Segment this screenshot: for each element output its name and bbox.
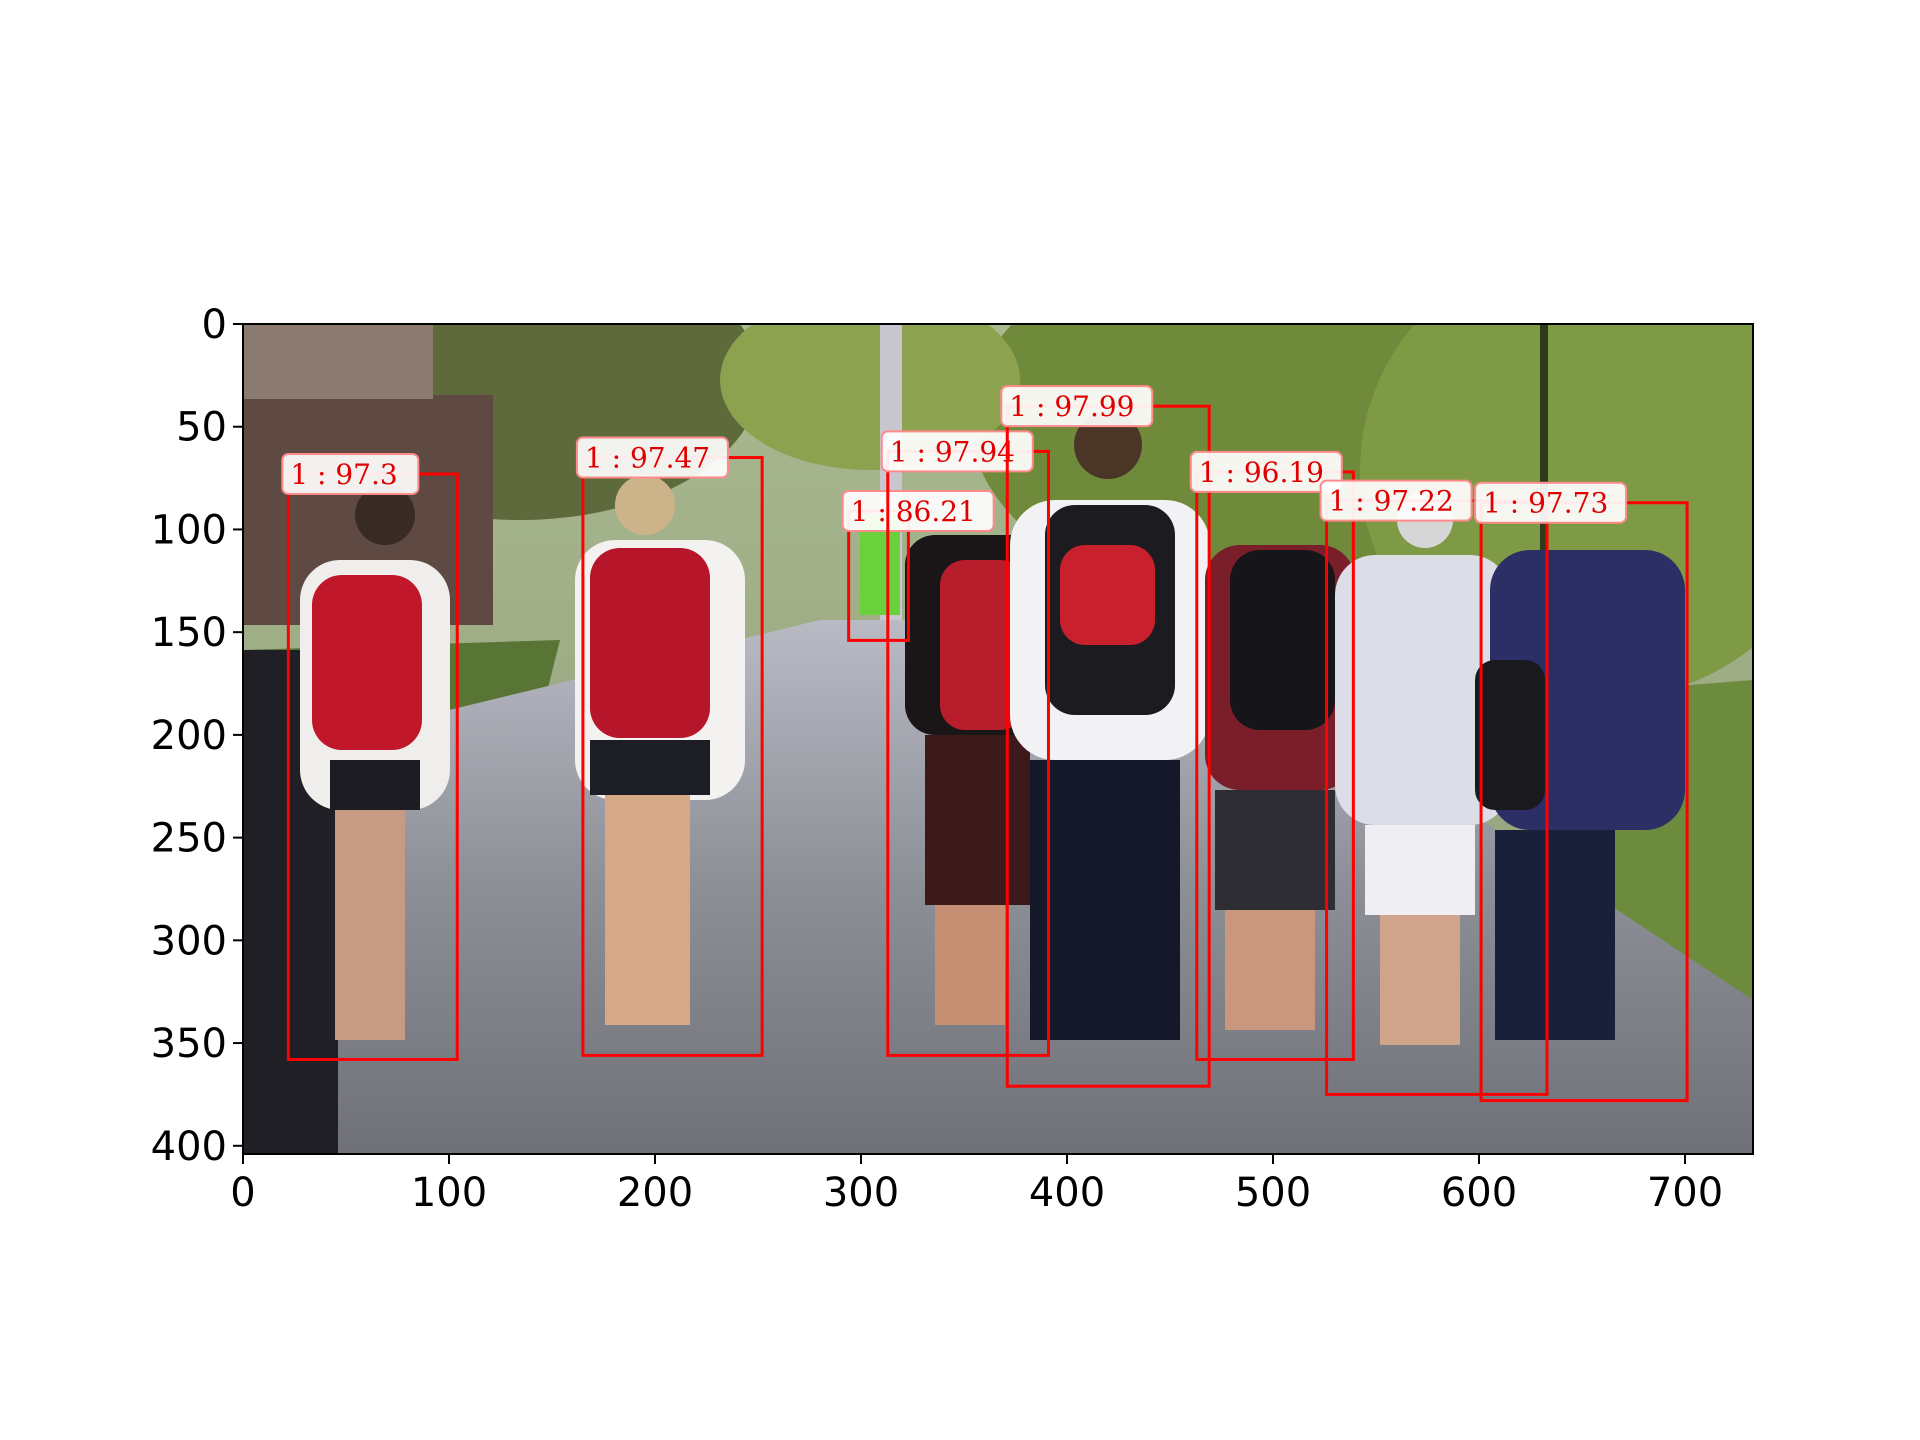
- detection-label: 1 : 86.21: [851, 495, 976, 528]
- x-tick-label: 400: [1029, 1170, 1105, 1216]
- y-tick-label: 0: [202, 302, 227, 348]
- pedestrian-5: [1010, 411, 1210, 1040]
- detection-label: 1 : 97.22: [1329, 485, 1454, 518]
- x-tick-label: 0: [230, 1170, 255, 1216]
- detection-3: 1 : 86.21: [841, 489, 995, 642]
- y-axis: 0 50 100 150 200 250 300 350 400: [151, 302, 243, 1170]
- label-background: [1319, 479, 1473, 522]
- y-tick-label: 400: [151, 1124, 227, 1170]
- detection-label: 1 : 97.99: [1009, 390, 1134, 423]
- y-tick-label: 100: [151, 507, 227, 553]
- detection-4: 1 : 97.94: [880, 430, 1050, 1057]
- label-background: [1474, 481, 1628, 524]
- y-tick-label: 150: [151, 610, 227, 656]
- x-tick-label: 300: [823, 1170, 899, 1216]
- x-tick-label: 600: [1441, 1170, 1517, 1216]
- x-tick-label: 200: [617, 1170, 693, 1216]
- detection-layer: 1 : 97.3 1 : 97.47 1 : 86.21 1 : 97.94 1 : 9…: [281, 385, 1689, 1103]
- pedestrian-2: [575, 475, 745, 1025]
- x-tick-label: 100: [411, 1170, 487, 1216]
- x-tick-label: 500: [1235, 1170, 1311, 1216]
- x-tick-label: 700: [1647, 1170, 1723, 1216]
- detection-7: 1 : 97.22: [1319, 479, 1549, 1096]
- label-background: [1000, 385, 1154, 428]
- pedestrian-7: [1335, 492, 1510, 1045]
- detection-2: 1 : 97.47: [575, 436, 764, 1057]
- detection-5: 1 : 97.99: [1000, 385, 1211, 1088]
- detection-1: 1 : 97.3: [281, 452, 459, 1061]
- y-tick-label: 50: [176, 405, 227, 451]
- label-background: [1189, 450, 1343, 493]
- y-tick-label: 300: [151, 918, 227, 964]
- x-axis: 0 100 200 300 400 500 600 700: [230, 1154, 1723, 1216]
- pedestrian-1: [300, 485, 450, 1040]
- photo: [243, 324, 1753, 1154]
- pedestrian-6: [1205, 545, 1355, 1030]
- y-tick-label: 200: [151, 713, 227, 759]
- detection-label: 1 : 96.19: [1199, 456, 1324, 489]
- axes-frame: [242, 323, 1754, 1155]
- label-background: [281, 452, 420, 495]
- label-background: [575, 436, 729, 479]
- detection-6: 1 : 96.19: [1189, 450, 1355, 1061]
- detection-label: 1 : 97.73: [1483, 487, 1608, 520]
- pedestrian-8: [1475, 550, 1685, 1040]
- detection-label: 1 : 97.47: [585, 442, 710, 475]
- detection-label: 1 : 97.94: [890, 435, 1015, 468]
- label-background: [880, 430, 1034, 473]
- detection-label: 1 : 97.3: [290, 458, 397, 491]
- detection-8: 1 : 97.73: [1474, 481, 1689, 1103]
- label-background: [841, 489, 995, 532]
- y-tick-label: 250: [151, 816, 227, 862]
- y-tick-label: 350: [151, 1021, 227, 1067]
